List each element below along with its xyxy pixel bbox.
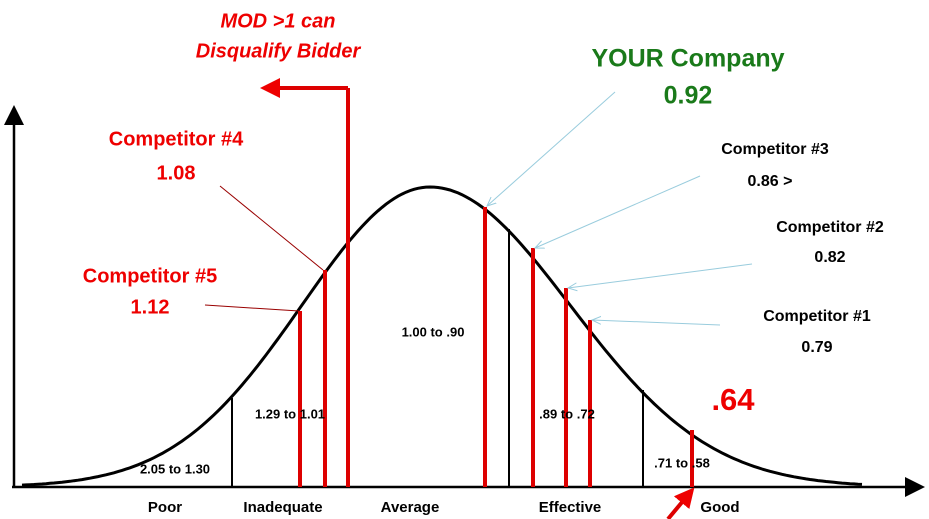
your-company: YOUR Company (591, 45, 784, 73)
category-label: Effective (539, 499, 602, 516)
your-value: 0.92 (664, 82, 713, 110)
competitor-value: 0.79 (801, 339, 832, 356)
leader-lines (204, 91, 753, 326)
competitor-name: Competitor #3 (721, 141, 829, 158)
competitor-value: 1.08 (157, 162, 196, 184)
category-label: Good (700, 499, 739, 516)
mod-note: Disqualify Bidder (196, 40, 362, 62)
category-label: Inadequate (243, 499, 322, 516)
range-label: .71 to .58 (654, 455, 710, 470)
category-label: Poor (148, 499, 182, 516)
competitor-name: Competitor #5 (83, 265, 217, 287)
competitor-name: Competitor #1 (763, 308, 871, 325)
range-label: 1.00 to .90 (402, 324, 465, 339)
mod-note: MOD >1 can (220, 10, 335, 32)
target: .64 (711, 382, 755, 417)
red-markers (260, 78, 695, 519)
competitor-value: 1.12 (131, 296, 170, 318)
range-label: 1.29 to 1.01 (255, 406, 325, 421)
competitor-name: Competitor #4 (109, 128, 244, 150)
competitor-value: 0.82 (814, 249, 845, 266)
category-label: Average (381, 499, 440, 516)
range-label: 2.05 to 1.30 (140, 461, 210, 476)
competitor-name: Competitor #2 (776, 219, 884, 236)
bell-curve (21, 185, 863, 487)
competitor-value: 0.86 > (748, 173, 793, 190)
range-label: .89 to .72 (539, 406, 595, 421)
dividers (231, 229, 644, 487)
